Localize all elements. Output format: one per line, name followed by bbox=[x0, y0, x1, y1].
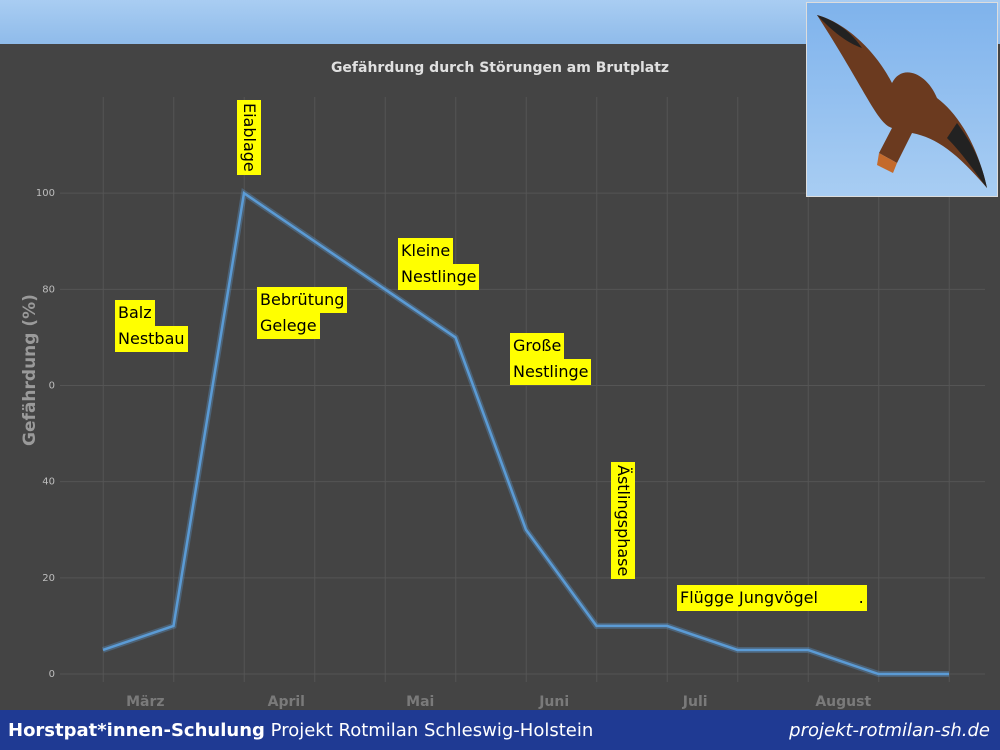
annotation-text: Bebrütung bbox=[257, 287, 348, 313]
annotation-text: Große bbox=[510, 333, 565, 359]
annotation-text: Balz bbox=[115, 300, 155, 326]
annotation: Ästlingsphase bbox=[611, 462, 635, 580]
annotation-text: Gelege bbox=[257, 313, 320, 339]
x-tick-label: April bbox=[268, 694, 305, 710]
y-tick-label: 100 bbox=[36, 188, 55, 199]
annotation: Flügge Jungvögel . bbox=[677, 585, 867, 611]
series-line bbox=[102, 191, 949, 676]
y-axis-label: Gefährdung (%) bbox=[20, 294, 40, 446]
footer-project: Projekt Rotmilan Schleswig-Holstein bbox=[270, 720, 594, 741]
y-tick-label: 0 bbox=[49, 669, 55, 680]
annotation: Balz Nestbau bbox=[115, 300, 188, 352]
bird-photo bbox=[806, 2, 998, 197]
y-tick-label: 80 bbox=[42, 284, 55, 295]
footer-course: Horstpat*innen-Schulung bbox=[8, 720, 265, 741]
x-tick-label: Mai bbox=[406, 694, 434, 710]
annotation-text: Ästlingsphase bbox=[611, 462, 635, 580]
annotation-text: Flügge Jungvögel . bbox=[677, 585, 867, 611]
y-tick-label: 0 bbox=[49, 381, 55, 392]
annotation-text: Nestlinge bbox=[510, 359, 592, 385]
y-tick-label: 20 bbox=[42, 573, 55, 584]
chart-title: Gefährdung durch Störungen am Brutplatz bbox=[331, 60, 669, 76]
bird-body bbox=[817, 15, 987, 188]
bird-tail bbox=[877, 153, 897, 173]
x-tick-label: März bbox=[126, 694, 164, 710]
footer: Horstpat*innen-Schulung Projekt Rotmilan… bbox=[0, 710, 1000, 750]
footer-url: projekt-rotmilan-sh.de bbox=[789, 720, 990, 741]
annotation-text: Kleine bbox=[398, 238, 454, 264]
annotation: Bebrütung Gelege bbox=[257, 287, 348, 339]
footer-left: Horstpat*innen-Schulung Projekt Rotmilan… bbox=[8, 720, 593, 741]
x-tick-label: August bbox=[815, 694, 871, 710]
annotation-text: Nestbau bbox=[115, 326, 188, 352]
bird-drawing bbox=[817, 15, 987, 188]
annotation: Eiablage bbox=[237, 100, 261, 175]
annotation: Kleine Nestlinge bbox=[398, 238, 480, 290]
annotation-text: Nestlinge bbox=[398, 264, 480, 290]
x-tick-label: Juni bbox=[538, 694, 569, 710]
annotation: Große Nestlinge bbox=[510, 333, 592, 385]
annotation-text: Eiablage bbox=[237, 100, 261, 175]
y-tick-label: 40 bbox=[42, 477, 55, 488]
x-tick-label: Juli bbox=[682, 694, 708, 710]
